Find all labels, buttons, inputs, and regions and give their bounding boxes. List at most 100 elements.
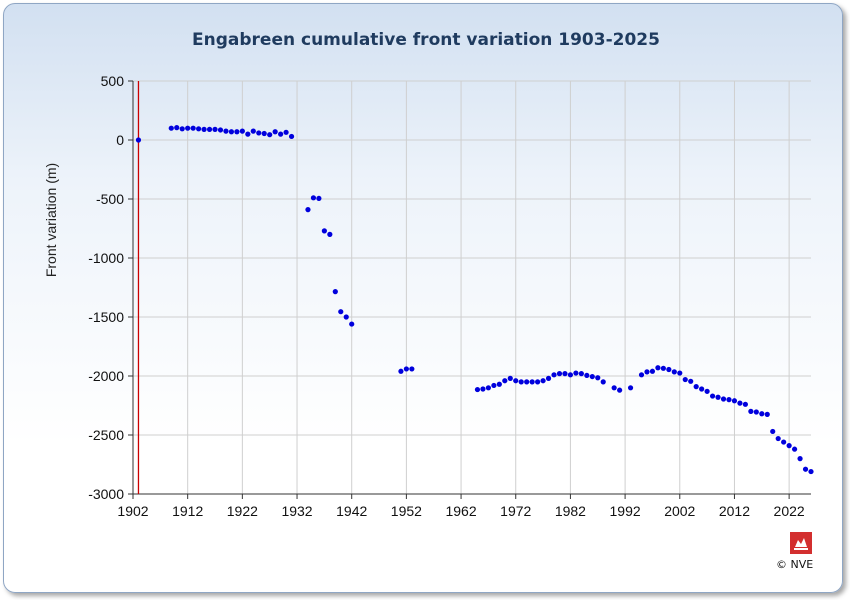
data-point — [699, 386, 705, 392]
data-point — [578, 371, 584, 377]
y-tick-label: -2000 — [88, 368, 124, 384]
chart-panel: Engabreen cumulative front variation 190… — [3, 3, 843, 593]
x-tick-label: 1952 — [391, 503, 422, 519]
y-tick-label: 0 — [116, 132, 124, 148]
x-tick-label: 1922 — [227, 503, 258, 519]
data-point — [562, 371, 568, 377]
x-tick-label: 1902 — [117, 503, 148, 519]
data-point — [288, 133, 295, 140]
data-point — [480, 386, 486, 392]
x-tick-label: 1962 — [445, 503, 476, 519]
data-point — [638, 372, 645, 378]
data-point — [584, 372, 590, 379]
data-point — [737, 400, 743, 406]
data-point — [217, 127, 224, 133]
x-tick-label: 1972 — [500, 503, 531, 519]
data-point — [551, 372, 557, 378]
data-point — [250, 128, 256, 134]
data-point — [403, 366, 409, 372]
data-point — [507, 375, 513, 381]
data-point — [644, 369, 650, 375]
data-point — [649, 368, 656, 374]
data-point — [677, 370, 683, 376]
data-point — [398, 368, 404, 374]
data-point — [611, 385, 617, 391]
data-point — [764, 411, 770, 417]
data-point — [781, 439, 787, 445]
grid-lines — [132, 80, 811, 495]
data-point — [485, 385, 492, 391]
data-point — [185, 125, 191, 131]
x-tick-label: 2022 — [774, 503, 805, 519]
data-point — [748, 408, 754, 414]
data-point — [556, 371, 563, 377]
data-point — [720, 396, 727, 402]
data-point — [267, 132, 273, 138]
data-point — [573, 370, 579, 376]
data-point — [797, 456, 803, 462]
data-point — [742, 401, 748, 407]
data-point — [327, 231, 333, 237]
data-point — [759, 411, 765, 417]
data-point — [332, 289, 338, 295]
copyright-text: © NVE — [776, 558, 814, 571]
y-tick-label: -1500 — [88, 309, 124, 325]
data-point — [666, 366, 672, 373]
data-point — [715, 394, 721, 400]
data-point — [135, 137, 142, 143]
data-point — [529, 379, 535, 385]
data-point — [726, 397, 732, 403]
data-point — [802, 466, 809, 472]
data-point — [174, 125, 180, 131]
x-tick-label: 1942 — [336, 503, 367, 519]
x-tick-label: 1982 — [555, 503, 586, 519]
data-point — [535, 379, 541, 385]
x-tick-label: 1912 — [172, 503, 203, 519]
data-point — [600, 379, 606, 385]
data-point — [316, 195, 322, 202]
data-point — [305, 207, 311, 213]
data-point — [502, 378, 508, 384]
data-point — [321, 228, 327, 234]
data-point — [808, 468, 814, 475]
x-tick-label: 2002 — [664, 503, 695, 519]
data-point — [655, 365, 661, 371]
data-point — [518, 379, 524, 385]
data-point — [704, 388, 710, 394]
data-point — [567, 372, 574, 378]
data-point — [660, 365, 666, 371]
data-point — [256, 130, 262, 136]
data-point — [545, 375, 552, 381]
data-point — [190, 125, 196, 131]
y-tick-label: -1000 — [88, 250, 124, 266]
data-point — [682, 376, 688, 383]
data-point — [196, 126, 202, 132]
data-point — [524, 379, 530, 385]
data-point — [753, 409, 759, 415]
data-point — [786, 443, 792, 449]
data-point — [168, 125, 174, 131]
data-point — [731, 398, 738, 404]
y-axis-label: Front variation (m) — [43, 163, 59, 277]
data-point — [791, 446, 798, 452]
data-point — [775, 435, 781, 442]
x-tick-label: 2012 — [719, 503, 750, 519]
y-tick-label: -500 — [96, 191, 124, 207]
data-point — [338, 309, 344, 315]
data-point — [245, 131, 251, 137]
data-point — [223, 128, 229, 134]
data-point — [540, 378, 546, 384]
data-point — [239, 128, 245, 134]
data-point — [491, 382, 497, 389]
data-points — [135, 125, 814, 475]
x-tick-label: 1992 — [610, 503, 641, 519]
y-tick-label: -2500 — [88, 427, 124, 443]
data-point — [671, 369, 677, 375]
data-point — [228, 129, 235, 135]
data-point — [770, 428, 776, 435]
data-point — [201, 126, 207, 132]
chart-title: Engabreen cumulative front variation 190… — [192, 30, 660, 50]
data-point — [234, 129, 240, 135]
